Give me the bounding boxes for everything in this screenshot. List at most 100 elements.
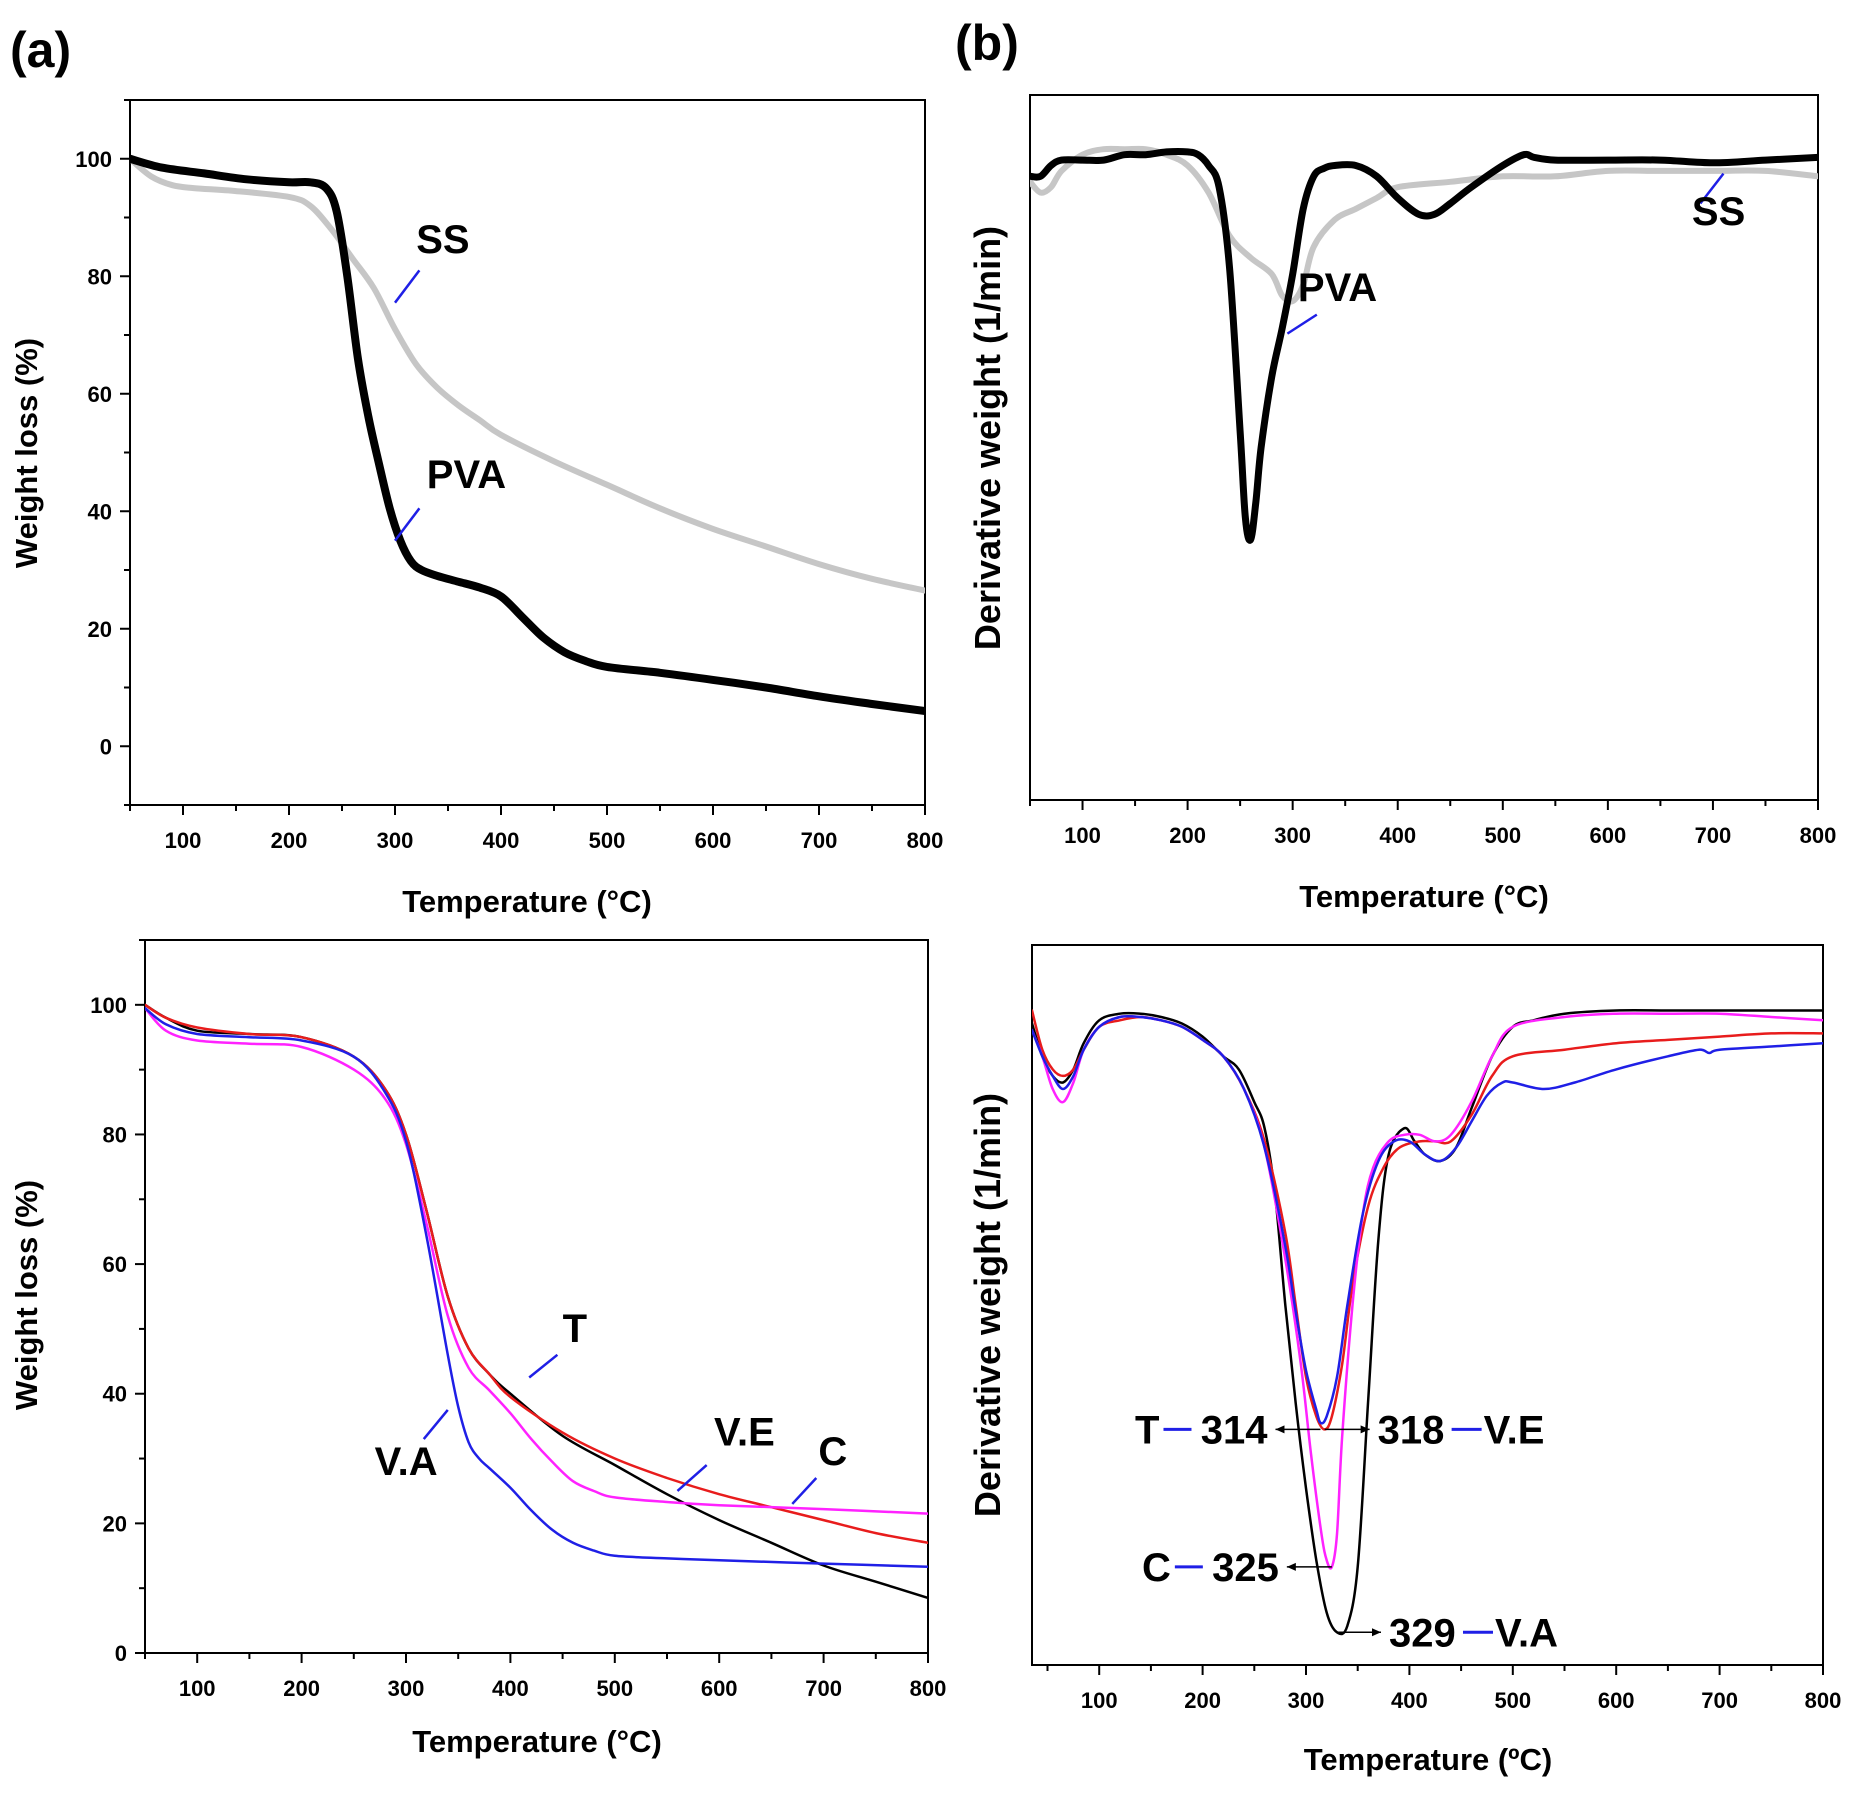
y-tick-label: 40 (103, 1382, 127, 1407)
annotation-leader-line (394, 507, 421, 542)
series-label-pva: PVA (427, 453, 506, 497)
series-line-c (1032, 1012, 1823, 1570)
y-tick-label: 60 (88, 382, 112, 407)
y-tick-label: 20 (103, 1511, 127, 1536)
annotation-leader-line (422, 1409, 449, 1440)
x-tick-label: 300 (1288, 1688, 1325, 1713)
series-label-t: T (563, 1307, 587, 1351)
series-line-ve (1032, 1009, 1823, 1431)
y-tick-label: 100 (90, 993, 127, 1018)
annotation-leader-line (676, 1464, 708, 1492)
series-label-pva: PVA (1298, 266, 1377, 310)
annotation-leader-line (1286, 313, 1318, 335)
series-line-pva (1030, 148, 1818, 544)
x-tick-label: 400 (1391, 1688, 1428, 1713)
y-tick-label: 20 (88, 617, 112, 642)
annotation-leader-line (1699, 172, 1725, 205)
x-axis-title: Temperature (°C) (1299, 879, 1549, 914)
x-tick-label: 500 (596, 1676, 633, 1701)
x-axis-title: Temperature (ºC) (1304, 1742, 1552, 1777)
y-axis-title: Weight loss (%) (9, 338, 44, 568)
x-axis-title: Temperature (°C) (412, 1724, 662, 1759)
peak-series-name: T (1135, 1408, 1159, 1452)
series-line-t (1032, 1008, 1823, 1636)
panel-a-letter: (a) (10, 22, 71, 78)
y-axis-title: Weight loss (%) (9, 1180, 44, 1410)
plot-frame (1029, 94, 1819, 801)
x-tick-label: 400 (492, 1676, 529, 1701)
peak-value-ve: 318 (1378, 1408, 1445, 1452)
x-tick-label: 300 (1274, 823, 1311, 848)
x-tick-label: 200 (271, 828, 308, 853)
x-tick-label: 500 (1484, 823, 1521, 848)
chart-d-dtg-blends: 100 200 300 400 500 600 700 800 Temperature (ºC)… (967, 944, 1842, 1777)
peak-series-name: V.E (1484, 1408, 1545, 1452)
series-line-pva (130, 154, 925, 715)
x-tick-label: 600 (1590, 823, 1627, 848)
series-line-va (1032, 1014, 1823, 1425)
x-tick-label: 200 (1169, 823, 1206, 848)
series-label-va: V.A (375, 1440, 438, 1484)
y-tick-label: 100 (75, 147, 112, 172)
y-tick-label: 60 (103, 1252, 127, 1277)
plot-frame (1031, 944, 1824, 1666)
y-axis-title: Derivative weight (1/min) (967, 226, 1008, 650)
peak-arrowhead (1360, 1425, 1370, 1434)
peak-arrowhead (1371, 1628, 1381, 1637)
series-label-ve: V.E (714, 1411, 775, 1455)
x-tick-label: 200 (283, 1676, 320, 1701)
annotation-leader-line (791, 1477, 818, 1505)
y-tick-label: 40 (88, 499, 112, 524)
plot-frame (129, 99, 926, 806)
y-tick-label: 80 (88, 264, 112, 289)
x-tick-label: 800 (907, 828, 944, 853)
series-line-ve (145, 1003, 928, 1545)
peak-value-t: 314 (1201, 1408, 1268, 1452)
x-tick-label: 300 (388, 1676, 425, 1701)
annotation-leader-line (394, 269, 421, 304)
x-tick-label: 300 (377, 828, 414, 853)
series-label-ss: SS (1692, 190, 1745, 234)
peak-arrowhead (1286, 1562, 1296, 1571)
x-tick-label: 200 (1184, 1688, 1221, 1713)
x-tick-label: 800 (1805, 1688, 1842, 1713)
y-tick-label: 0 (115, 1641, 127, 1666)
y-tick-label: 80 (103, 1122, 127, 1147)
x-tick-label: 800 (1800, 823, 1837, 848)
x-tick-label: 600 (695, 828, 732, 853)
peak-value-va: 329 (1389, 1611, 1456, 1655)
plot-frame (144, 939, 929, 1654)
peak-series-name: C (1142, 1546, 1171, 1590)
x-tick-label: 600 (701, 1676, 738, 1701)
peak-value-c: 325 (1212, 1546, 1279, 1590)
x-tick-label: 100 (1081, 1688, 1118, 1713)
y-axis-title: Derivative weight (1/min) (967, 1093, 1008, 1517)
chart-b-dtg-pva-ss: 100 200 300 400 500 600 700 800 Temperature (°C)… (967, 94, 1837, 914)
y-tick-label: 0 (100, 734, 112, 759)
annotation-leader-line (528, 1353, 559, 1379)
x-tick-label: 400 (483, 828, 520, 853)
panel-b-letter: (b) (955, 15, 1019, 71)
series-label-ss: SS (416, 218, 469, 262)
x-tick-label: 500 (1494, 1688, 1531, 1713)
x-tick-label: 100 (1064, 823, 1101, 848)
series-line-c (145, 1006, 928, 1515)
x-tick-label: 500 (589, 828, 626, 853)
peak-arrowhead (1275, 1425, 1285, 1434)
x-tick-label: 800 (910, 1676, 947, 1701)
x-tick-label: 100 (165, 828, 202, 853)
chart-a-tga-pva-ss: 100 200 300 400 500 600 700 800 0 20 40 60 80 100 Temp… (9, 99, 944, 919)
x-tick-label: 600 (1598, 1688, 1635, 1713)
peak-series-name: V.A (1495, 1611, 1558, 1655)
chart-c-tga-blends: 100 200 300 400 500 600 700 800 0 20 40 60 80 100 Temp… (9, 939, 947, 1759)
series-line-ss (130, 155, 925, 594)
series-label-c: C (818, 1430, 847, 1474)
x-tick-label: 700 (1695, 823, 1732, 848)
x-tick-label: 700 (1701, 1688, 1738, 1713)
x-tick-label: 100 (179, 1676, 216, 1701)
x-tick-label: 700 (805, 1676, 842, 1701)
series-line-va (145, 1006, 928, 1569)
x-tick-label: 700 (801, 828, 838, 853)
x-tick-label: 400 (1379, 823, 1416, 848)
